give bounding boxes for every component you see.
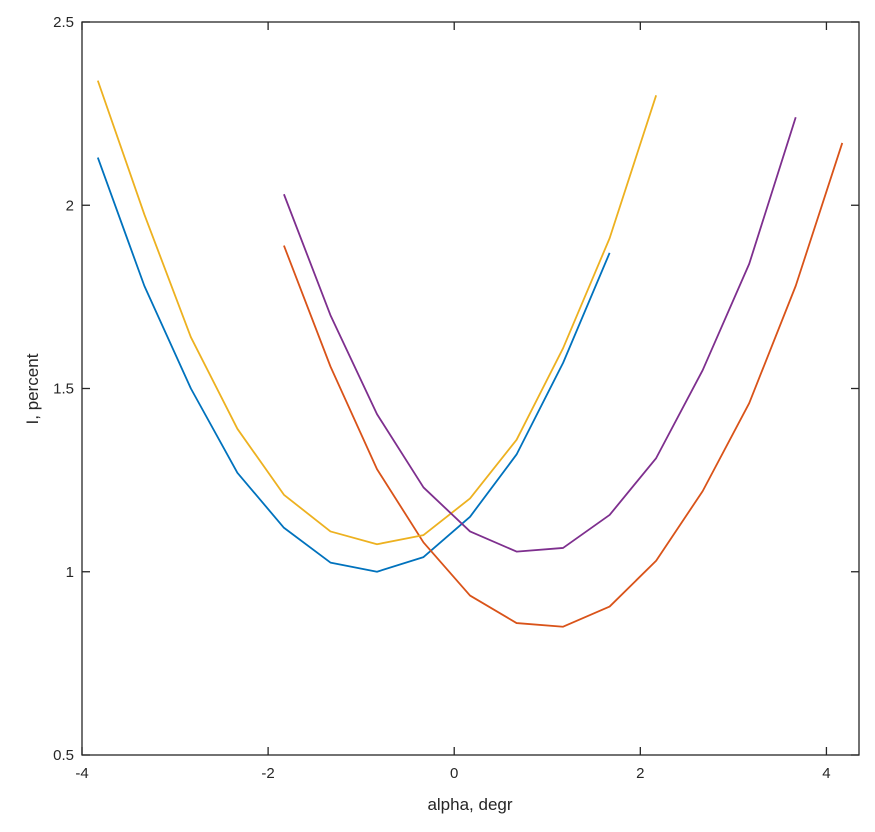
axes-box	[81, 21, 860, 756]
y-tick-label: 1.5	[53, 381, 74, 398]
x-tick-label: -4	[75, 765, 88, 782]
y-tick-label: 2.5	[53, 14, 74, 31]
x-axis-label: alpha, degr	[427, 795, 512, 814]
series-line-3	[96, 80, 657, 546]
y-tick-label: 0.5	[53, 747, 74, 764]
series-line-2	[283, 142, 844, 628]
ticks-layer: -4 -2 0 2 4 0.5 1 1.5 2 2.5	[53, 14, 859, 782]
series-line-4	[283, 117, 797, 553]
x-tick-label: 2	[636, 765, 644, 782]
x-tick-label: 0	[450, 765, 458, 782]
y-tick-label: 2	[66, 197, 74, 214]
y-axis-label: I, percent	[23, 353, 42, 424]
x-tick-label: 4	[822, 765, 830, 782]
y-tick-label: 1	[66, 564, 74, 581]
series-layer	[96, 80, 844, 628]
series-line-1	[96, 157, 611, 573]
x-tick-label: -2	[261, 765, 274, 782]
